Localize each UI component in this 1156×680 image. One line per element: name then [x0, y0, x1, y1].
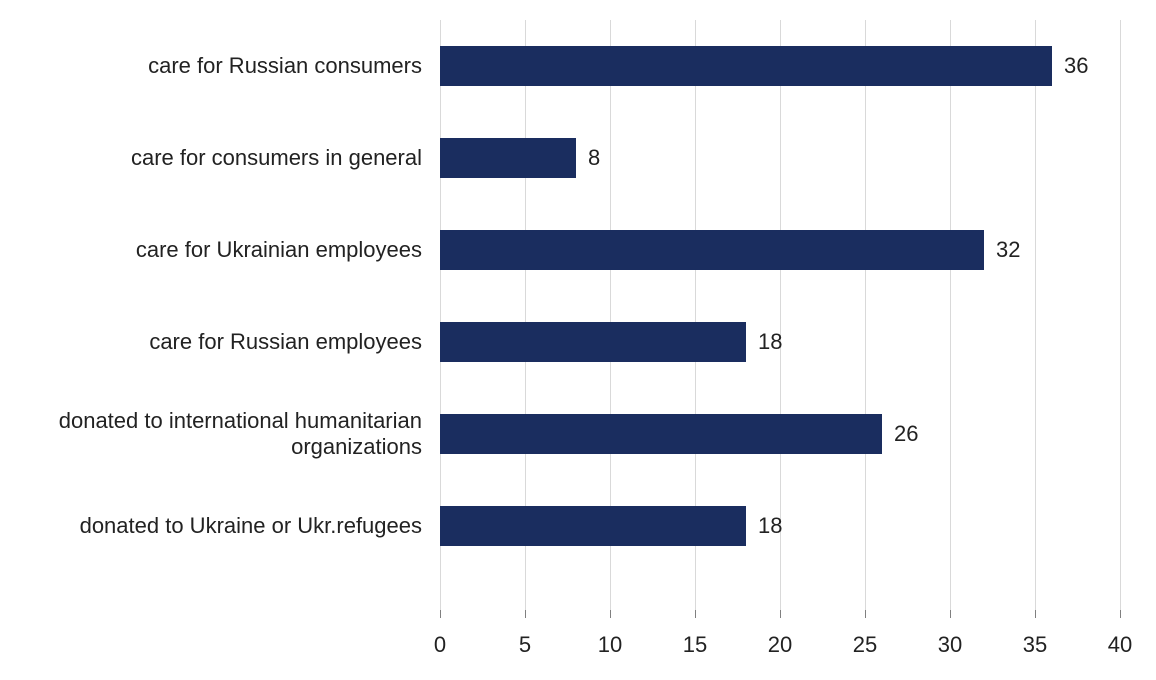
y-axis-label: donated to Ukraine or Ukr.refugees — [12, 480, 422, 572]
gridline — [1035, 20, 1036, 610]
x-tick-label: 0 — [434, 632, 446, 658]
bar-value-label: 32 — [996, 237, 1020, 263]
x-tick-mark — [525, 610, 526, 618]
bar — [440, 138, 576, 178]
y-axis-label: care for Russian consumers — [12, 20, 422, 112]
bar — [440, 322, 746, 362]
gridline — [950, 20, 951, 610]
x-tick-label: 5 — [519, 632, 531, 658]
x-tick-label: 25 — [853, 632, 877, 658]
y-axis-label: care for Ukrainian employees — [12, 204, 422, 296]
bar-value-label: 36 — [1064, 53, 1088, 79]
bar-value-label: 18 — [758, 329, 782, 355]
x-tick-mark — [1035, 610, 1036, 618]
gridline — [1120, 20, 1121, 610]
x-tick-mark — [1120, 610, 1121, 618]
bar-value-label: 8 — [588, 145, 600, 171]
bar — [440, 230, 984, 270]
bar-value-label: 18 — [758, 513, 782, 539]
y-axis-label: care for Russian employees — [12, 296, 422, 388]
y-axis-label: care for consumers in general — [12, 112, 422, 204]
x-tick-mark — [780, 610, 781, 618]
gridline — [865, 20, 866, 610]
x-tick-label: 20 — [768, 632, 792, 658]
bar-value-label: 26 — [894, 421, 918, 447]
x-tick-label: 15 — [683, 632, 707, 658]
x-tick-label: 30 — [938, 632, 962, 658]
x-tick-mark — [440, 610, 441, 618]
chart-container: 0 5 10 15 20 25 30 35 40 care for Russian consume… — [0, 0, 1156, 680]
x-tick-label: 10 — [598, 632, 622, 658]
x-tick-mark — [610, 610, 611, 618]
x-tick-mark — [695, 610, 696, 618]
bar — [440, 506, 746, 546]
x-tick-mark — [950, 610, 951, 618]
bar — [440, 46, 1052, 86]
x-tick-mark — [865, 610, 866, 618]
bar — [440, 414, 882, 454]
x-tick-label: 40 — [1108, 632, 1132, 658]
y-axis-label: donated to international humanitarian or… — [12, 388, 422, 480]
x-tick-label: 35 — [1023, 632, 1047, 658]
